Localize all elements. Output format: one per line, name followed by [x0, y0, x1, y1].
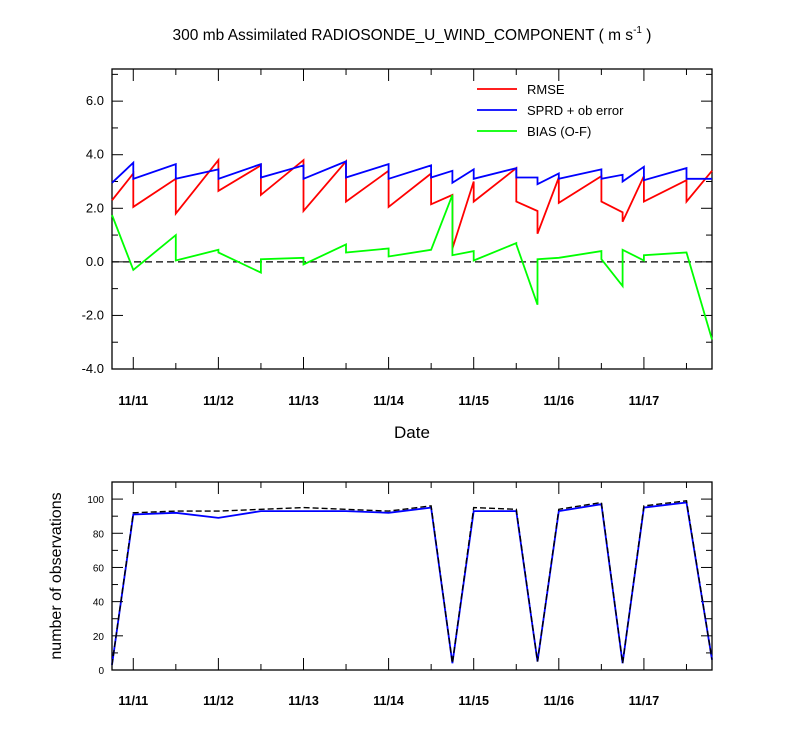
bottom-xtick-label: 11/15	[458, 694, 489, 708]
top-series-bias-o-f	[111, 194, 713, 340]
bottom-xtick-label: 11/16	[544, 694, 575, 708]
top-series-sprd-ob-error	[111, 160, 712, 186]
bottom-chart: 0 20 40 60 80 100 11/11 11/12 11/13 11/14 11/15 11/…	[87, 481, 713, 708]
bottom-xtick-label: 11/13	[288, 694, 319, 708]
bottom-ytick-label: 40	[93, 598, 105, 609]
top-chart: -4.0 -2.0 0.0 2.0 4.0 6.0 11/11 11/12 11/13 11/14…	[82, 68, 713, 408]
top-xtick-label: 11/16	[544, 394, 575, 408]
top-plot-frame	[111, 68, 713, 370]
top-legend-label: BIAS (O-F)	[527, 124, 591, 139]
bottom-xtick-label: 11/12	[203, 694, 234, 708]
bottom-xtick-label: 11/14	[373, 694, 404, 708]
bottom-xtick-label: 11/11	[118, 694, 148, 708]
top-xtick-label: 11/15	[458, 394, 489, 408]
bottom-plot-frame	[111, 481, 713, 671]
top-ytick-label: 2.0	[86, 200, 104, 215]
bottom-xtick-label: 11/17	[629, 694, 660, 708]
top-legend-label: SPRD + ob error	[527, 103, 624, 118]
top-chart-xlabel: Date	[394, 423, 430, 442]
bottom-series-possible	[111, 500, 713, 665]
top-legend-label: RMSE	[527, 82, 565, 97]
top-xtick-label: 11/12	[203, 394, 234, 408]
top-xtick-label: 11/17	[629, 394, 660, 408]
top-ytick-label: 6.0	[86, 93, 104, 108]
top-ytick-label: 4.0	[86, 147, 104, 162]
bottom-ytick-label: 80	[93, 529, 105, 540]
bottom-series-used	[111, 501, 713, 666]
bottom-ytick-label: 100	[87, 495, 104, 506]
top-ytick-label: 0.0	[86, 254, 104, 269]
top-ytick-label: -4.0	[82, 361, 104, 376]
top-ytick-label: -2.0	[82, 307, 104, 322]
bottom-ytick-label: 0	[98, 666, 104, 677]
top-xtick-label: 11/13	[288, 394, 319, 408]
top-xtick-label: 11/11	[118, 394, 148, 408]
bottom-ytick-label: 20	[93, 632, 105, 643]
top-xtick-label: 11/14	[373, 394, 404, 408]
bottom-ytick-label: 60	[93, 563, 105, 574]
bottom-chart-ylabel: number of observations	[48, 492, 65, 659]
top-chart-title: 300 mb Assimilated RADIOSONDE_U_WIND_COM…	[173, 25, 652, 44]
